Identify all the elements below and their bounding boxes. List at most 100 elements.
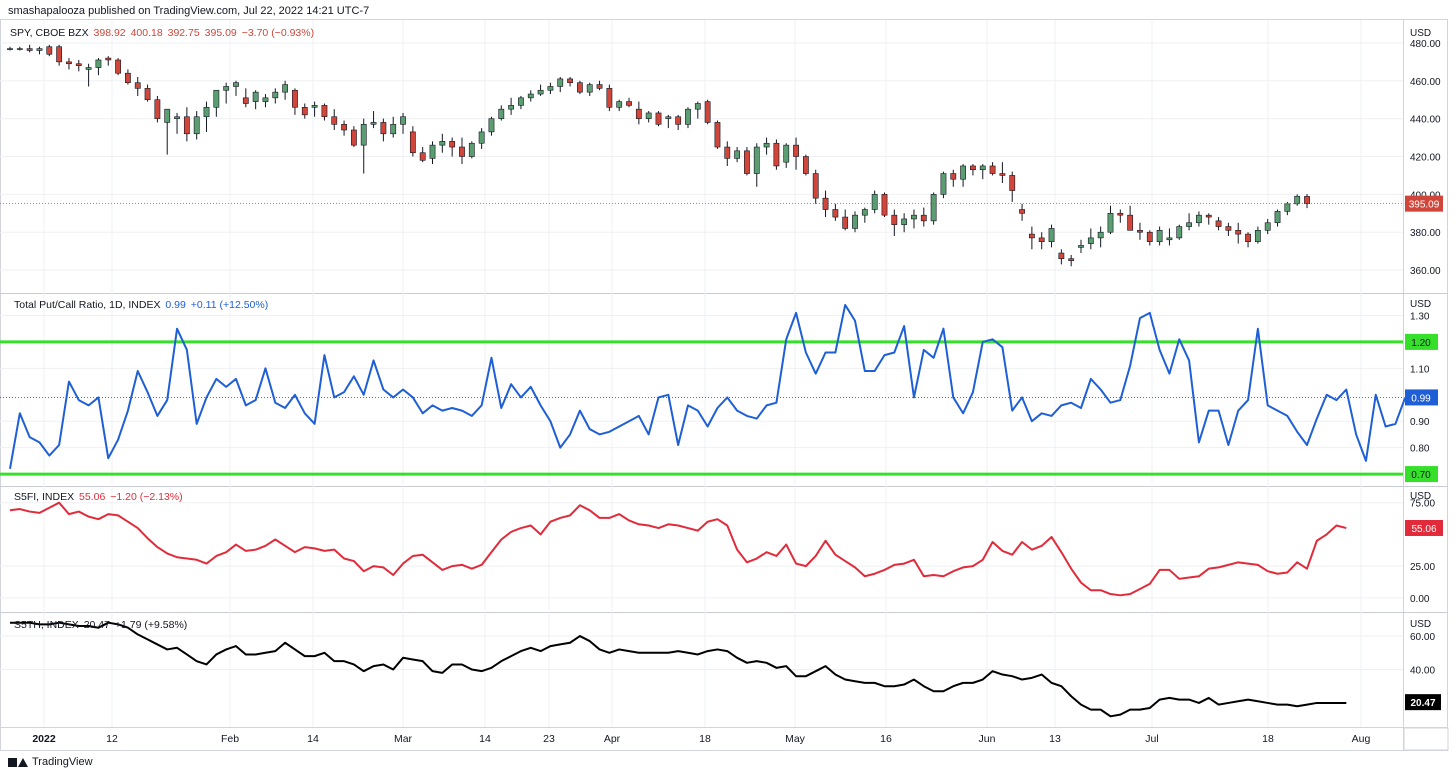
spy-high: 400.18	[130, 27, 163, 39]
candle-body	[537, 89, 544, 95]
s5th-value: 20.47	[83, 619, 110, 631]
candle-body	[999, 173, 1006, 176]
y-tick-label: 40.00	[1410, 666, 1435, 677]
y-tick-label: 1.30	[1410, 312, 1430, 323]
last-price-label: 395.09	[1409, 200, 1440, 211]
candle-body	[527, 93, 534, 99]
candle-body	[1196, 214, 1202, 224]
candle-body	[1137, 230, 1143, 233]
x-tick-label: 14	[479, 733, 491, 745]
candle-body	[1127, 214, 1134, 231]
y-tick-label: 0.00	[1410, 594, 1430, 605]
candle-body	[164, 108, 171, 123]
x-tick-label: 2022	[32, 733, 56, 745]
candle-body	[606, 88, 613, 108]
candle-body	[665, 116, 672, 119]
candle-body	[861, 209, 868, 216]
candle-body	[557, 78, 564, 87]
x-tick-label: May	[785, 733, 806, 745]
y-tick-label: 380.00	[1410, 228, 1441, 239]
x-tick-label: 18	[1262, 733, 1274, 745]
candle-body	[7, 48, 13, 50]
candle-body	[134, 82, 141, 89]
candle-body	[871, 194, 878, 210]
last-value-label: 20.47	[1410, 698, 1435, 709]
candle-body	[1294, 195, 1301, 205]
candle-body	[26, 48, 33, 51]
candle-body	[193, 116, 200, 135]
candle-body	[635, 108, 642, 119]
candle-body	[351, 129, 357, 146]
candle-body	[183, 116, 190, 135]
candle-body	[920, 214, 927, 222]
candle-body	[449, 141, 456, 148]
y-tick-label: 1.10	[1410, 364, 1430, 375]
candle-body	[911, 214, 917, 220]
pcr-value: 0.99	[165, 299, 186, 311]
candle-body	[645, 112, 652, 119]
spy-open: 398.92	[93, 27, 126, 39]
y-axis-unit: USD	[1410, 28, 1431, 39]
candle-body	[1097, 231, 1104, 239]
candle-body	[409, 131, 416, 154]
candle-body	[567, 78, 573, 83]
x-tick-label: Jul	[1145, 733, 1158, 745]
candle-body	[1254, 230, 1261, 242]
candle-body	[616, 101, 623, 108]
candle-body	[1028, 233, 1035, 239]
candle-body	[95, 59, 102, 68]
candle-body	[744, 150, 750, 174]
x-tick-label: Jun	[979, 733, 996, 745]
candle-body	[852, 214, 858, 229]
x-tick-label: 16	[880, 733, 892, 745]
candle-body	[174, 116, 180, 119]
y-tick-label: 25.00	[1410, 562, 1435, 573]
x-tick-label: Apr	[604, 733, 621, 745]
candle-body	[105, 57, 112, 61]
candle-body	[1009, 175, 1016, 191]
threshold-badge	[1405, 333, 1438, 350]
candle-body	[203, 106, 210, 118]
last-value-badge	[1405, 389, 1438, 406]
candle-body	[901, 218, 908, 225]
candle-body	[46, 46, 53, 55]
x-tick-label: 23	[543, 733, 555, 745]
y-tick-label: 480.00	[1410, 39, 1441, 50]
candle-body	[675, 116, 682, 125]
candle-body	[1304, 196, 1310, 204]
y-tick-label: 0.80	[1410, 444, 1430, 455]
spy-legend: SPY, CBOE BZX 398.92 400.18 392.75 395.0…	[10, 27, 316, 39]
s5fi-legend: S5FI, INDEX 55.06 −1.20 (−2.13%)	[14, 491, 185, 503]
candle-body	[881, 194, 888, 216]
x-tick-label: Mar	[394, 733, 413, 745]
footer-brand-label: TradingView	[32, 756, 93, 768]
y-tick-label: 60.00	[1410, 632, 1435, 643]
x-tick-label: Aug	[1352, 733, 1371, 745]
last-price-badge	[1405, 195, 1443, 212]
candle-body	[930, 194, 937, 222]
x-tick-label: 18	[699, 733, 711, 745]
candle-body	[891, 214, 898, 225]
candle-body	[311, 105, 318, 108]
candle-body	[154, 99, 161, 119]
x-tick-label: Feb	[221, 733, 239, 745]
candle-body	[85, 67, 92, 70]
candle-body	[1225, 226, 1232, 231]
candle-body	[390, 124, 397, 135]
candle-body	[380, 122, 387, 135]
pcr-series-line	[9, 303, 1407, 469]
candle-body	[783, 144, 790, 163]
candle-body	[1107, 212, 1114, 233]
candle-body	[1235, 230, 1242, 235]
candle-body	[1038, 237, 1045, 242]
spy-symbol: SPY, CBOE BZX	[10, 27, 89, 39]
candle-body	[115, 59, 121, 74]
candle-body	[301, 106, 308, 116]
candle-body	[1274, 211, 1281, 224]
threshold-badge	[1405, 466, 1438, 483]
footer-brand[interactable]: TradingView	[8, 756, 93, 768]
candle-body	[979, 165, 986, 171]
candle-body	[626, 101, 632, 106]
